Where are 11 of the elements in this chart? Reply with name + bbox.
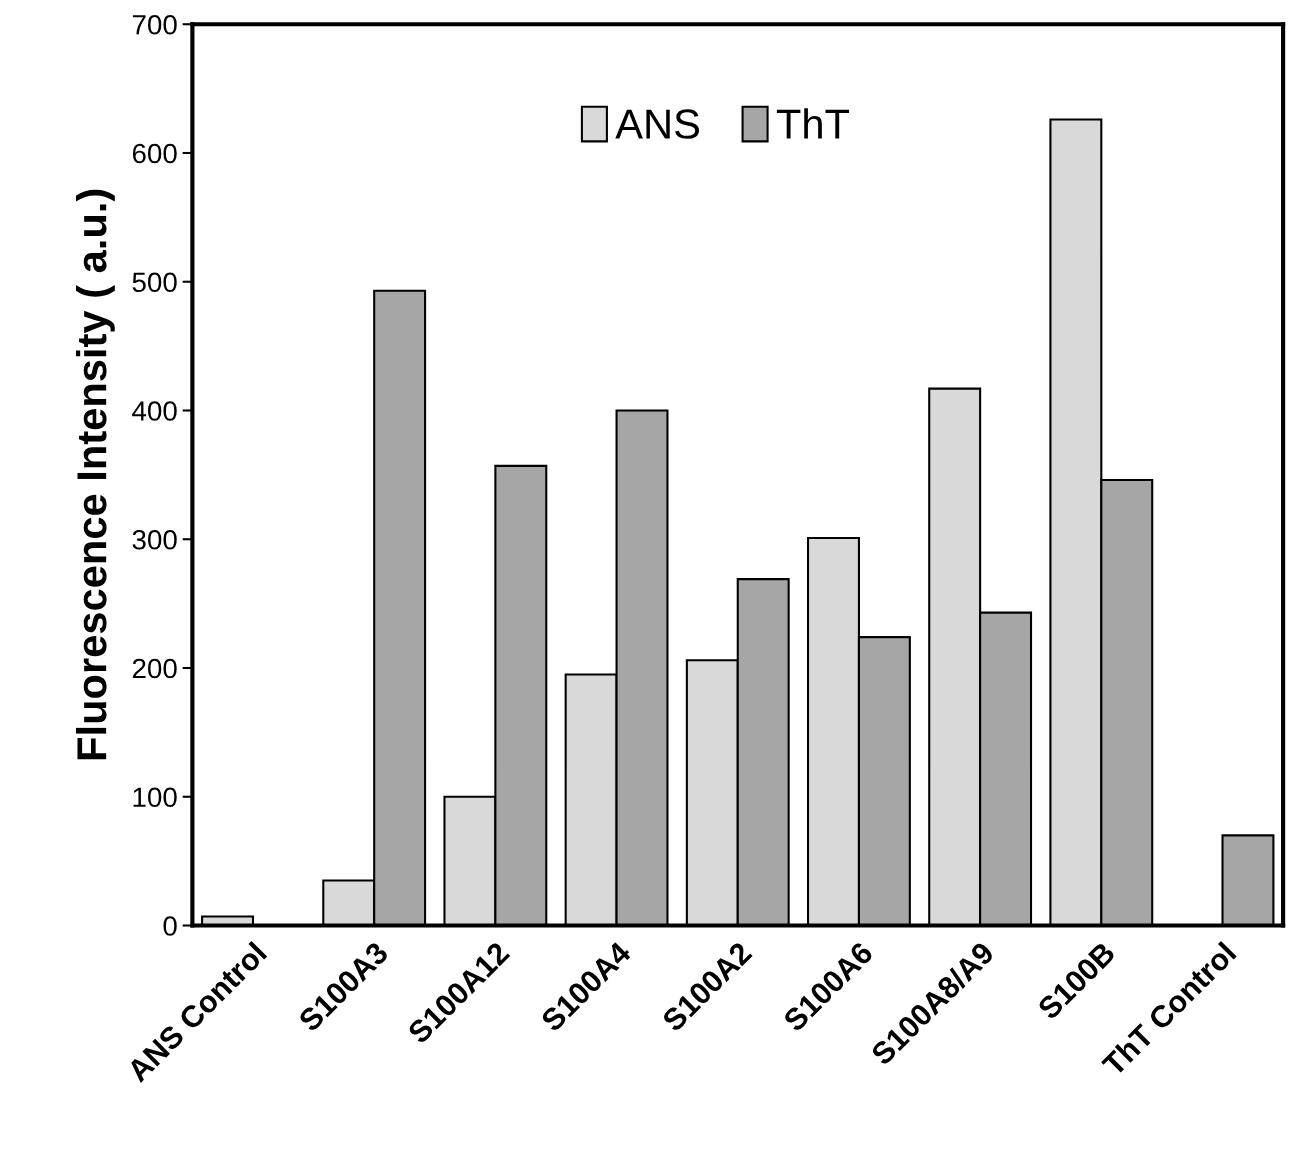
y-tick-label: 400 <box>132 401 177 421</box>
y-tick-label: 0 <box>163 916 177 936</box>
y-tick-label: 700 <box>132 14 177 35</box>
y-tick-label: 500 <box>132 272 177 293</box>
legend-label: ThT <box>776 108 850 139</box>
y-tick-label: 600 <box>132 143 177 164</box>
y-tick-label: 100 <box>133 787 177 808</box>
y-tick-label: 200 <box>132 658 177 679</box>
y-tick-label: 300 <box>132 529 177 550</box>
y-axis-title: Fluorescence Intensity ( a.u.) <box>75 189 115 760</box>
legend-label: ANS <box>615 109 699 139</box>
